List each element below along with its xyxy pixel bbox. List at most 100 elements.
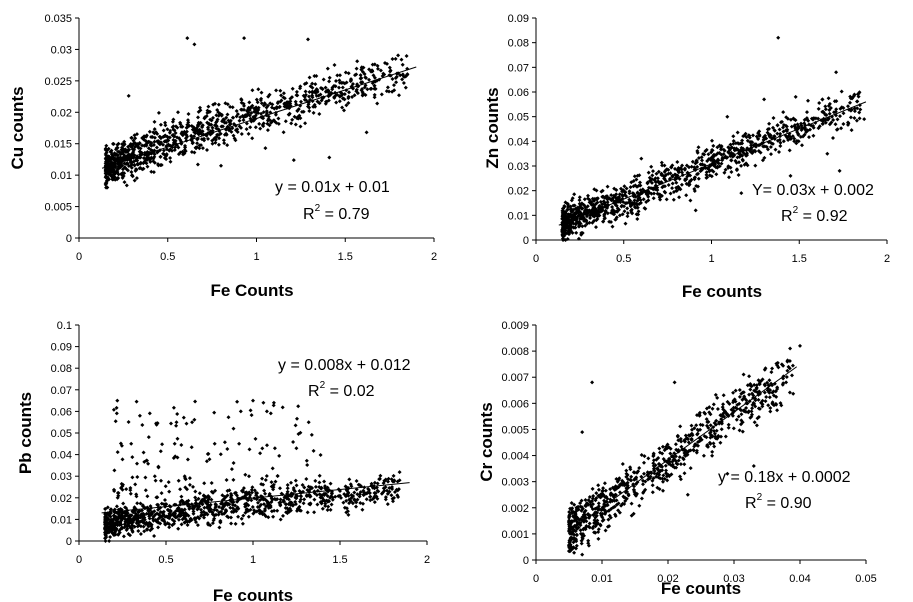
data-point (678, 462, 683, 467)
data-point (601, 199, 606, 204)
data-point (375, 63, 380, 68)
data-point (271, 403, 276, 408)
data-point (356, 482, 361, 487)
data-point (286, 509, 291, 514)
data-point (600, 515, 605, 520)
data-point (388, 69, 393, 74)
data-point (152, 509, 157, 514)
data-point (111, 156, 116, 161)
data-point (281, 95, 286, 100)
y-tick-label: 0.015 (44, 139, 72, 151)
data-point (585, 209, 590, 214)
data-point (811, 133, 816, 138)
data-point (132, 178, 137, 183)
data-point (348, 499, 353, 504)
data-point (196, 506, 201, 511)
data-point (163, 498, 167, 502)
data-point (191, 504, 196, 509)
data-point (134, 176, 139, 181)
data-point (209, 507, 213, 512)
data-point (658, 450, 662, 455)
data-point (132, 163, 137, 168)
data-point (197, 127, 202, 132)
data-point (193, 516, 198, 521)
data-point (572, 502, 577, 507)
data-point (222, 440, 227, 445)
data-point (205, 120, 210, 125)
data-point (155, 495, 160, 500)
data-point (731, 139, 736, 143)
data-point (570, 510, 575, 515)
data-point (161, 142, 165, 147)
data-point (278, 88, 283, 93)
data-point (293, 502, 298, 507)
data-point (372, 83, 377, 88)
data-point (603, 528, 608, 533)
data-point (808, 127, 812, 132)
data-point (285, 486, 290, 491)
data-point (246, 106, 251, 111)
data-point (614, 502, 619, 507)
data-point (673, 442, 678, 447)
data-point (586, 498, 591, 503)
data-point (704, 170, 709, 175)
data-point (122, 161, 127, 166)
data-point (740, 138, 745, 143)
y-tick-label: 0.007 (501, 372, 529, 384)
data-point (670, 186, 675, 191)
data-point (848, 108, 853, 113)
data-point (805, 110, 809, 115)
data-point (280, 405, 285, 410)
data-point (365, 87, 370, 92)
data-point (664, 197, 669, 202)
data-point (113, 419, 118, 424)
data-point (198, 120, 203, 125)
data-point (130, 528, 135, 533)
data-point (355, 492, 360, 497)
data-point (642, 460, 646, 465)
data-point (368, 498, 373, 503)
data-point (661, 488, 665, 493)
data-point (372, 86, 377, 91)
data-point (677, 195, 682, 200)
data-point (705, 420, 710, 424)
data-point (263, 491, 268, 496)
data-point (285, 483, 290, 487)
data-point (297, 489, 302, 493)
data-point (220, 512, 225, 516)
data-point (298, 116, 303, 121)
data-point (602, 216, 607, 221)
data-point (361, 501, 365, 506)
data-point (152, 119, 157, 124)
data-point (325, 66, 330, 71)
data-point (381, 71, 386, 76)
data-point (592, 530, 597, 535)
data-point (220, 506, 225, 511)
data-point (383, 485, 388, 490)
y-tick-label: 0.03 (51, 471, 72, 483)
data-point (340, 85, 345, 90)
data-point (266, 114, 271, 119)
data-point (136, 523, 141, 528)
data-point (121, 147, 126, 152)
data-point (302, 485, 307, 490)
data-point (138, 532, 143, 536)
data-point (142, 459, 147, 464)
data-point (135, 161, 140, 166)
x-tick-label: 0 (533, 253, 539, 265)
data-point (372, 500, 377, 505)
data-point (771, 125, 775, 130)
r-squared-value: = 0.90 (762, 495, 811, 512)
data-point (332, 83, 336, 88)
data-point (716, 433, 721, 438)
data-point (115, 145, 120, 150)
data-point (152, 127, 157, 132)
trendline (101, 482, 410, 514)
data-point (205, 148, 209, 152)
data-point (230, 115, 235, 120)
data-point (144, 156, 149, 161)
data-point (784, 380, 789, 385)
data-point (208, 523, 213, 528)
data-point (122, 142, 127, 147)
data-point (217, 525, 222, 530)
